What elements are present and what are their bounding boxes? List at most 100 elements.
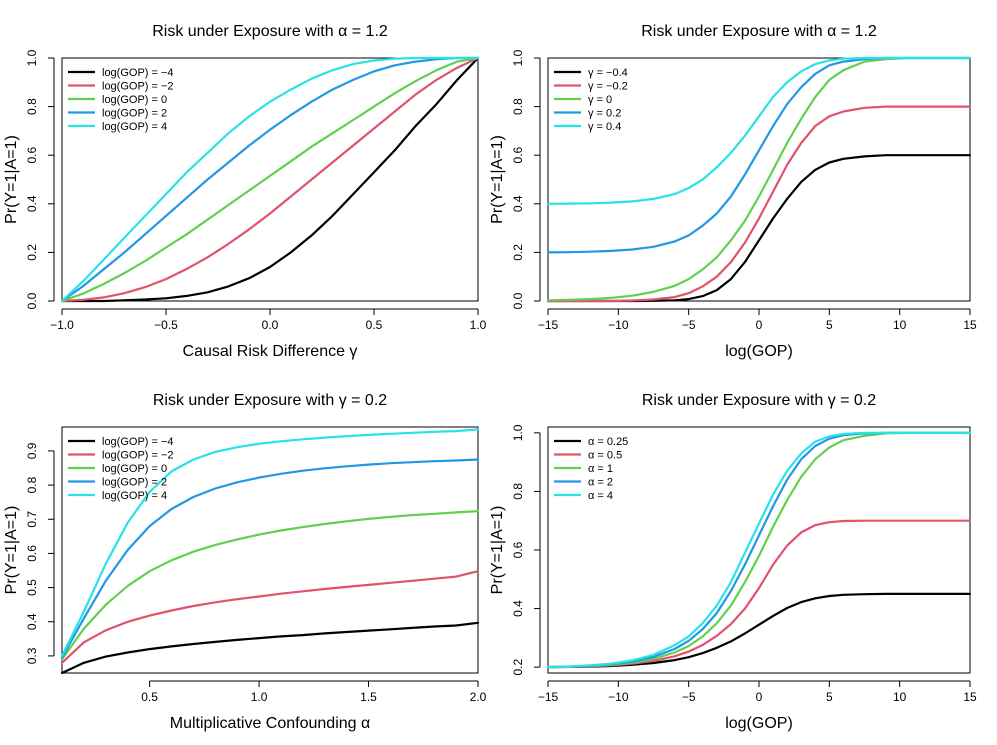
- legend-label: log(GOP) = 4: [102, 490, 167, 502]
- series-line-3: [60, 510, 480, 661]
- legend-label: log(GOP) = 0: [102, 94, 167, 106]
- y-tick-label: 0.8: [511, 483, 525, 500]
- series-line-5: [60, 428, 480, 657]
- y-tick-label: 0.7: [25, 511, 39, 528]
- y-axis-label: Pr(Y=1|A=1): [3, 506, 20, 595]
- x-tick-label: −15: [538, 690, 559, 704]
- series-line-2: [60, 570, 480, 664]
- legend-label: α = 0.5: [588, 450, 622, 462]
- chart-title: Risk under Exposure with γ = 0.2: [153, 392, 387, 409]
- legend-label: γ = 0.4: [588, 121, 621, 133]
- y-axis-label: Pr(Y=1|A=1): [3, 135, 20, 224]
- x-axis-label: Causal Risk Difference γ: [183, 343, 358, 360]
- legend-label: α = 0.25: [588, 436, 628, 448]
- legend-label: γ = −0.4: [588, 67, 628, 79]
- legend-label: log(GOP) = 2: [102, 477, 167, 489]
- series-line-3: [546, 56, 972, 302]
- y-tick-label: 0.2: [511, 658, 525, 675]
- y-tick-label: 1.0: [511, 49, 525, 66]
- y-tick-label: 0.5: [25, 579, 39, 596]
- series-line-1: [546, 592, 972, 669]
- legend-label: log(GOP) = −4: [102, 67, 174, 79]
- series-line-5: [546, 56, 972, 205]
- y-tick-label: 0.4: [25, 195, 39, 212]
- x-tick-label: −5: [682, 318, 696, 332]
- series-line-1: [60, 621, 480, 675]
- y-tick-label: 0.6: [511, 541, 525, 558]
- y-axis: 0.3 0.4 0.5 0.6 0.7 0.8 0.9 Pr(Y=1|A=1): [3, 442, 55, 664]
- x-tick-label: 1.5: [360, 690, 377, 704]
- series-line-4: [60, 458, 480, 659]
- legend-label: log(GOP) = 2: [102, 108, 167, 120]
- series-line-1: [60, 56, 480, 303]
- x-tick-label: −1.0: [50, 318, 74, 332]
- x-tick-label: 1.0: [470, 318, 487, 332]
- series-line-5: [60, 56, 480, 303]
- x-tick-label: 0.5: [366, 318, 383, 332]
- x-tick-label: 2.0: [470, 690, 487, 704]
- x-axis: −1.0 −0.5 0.0 0.5 1.0 Causal Risk Difference …: [50, 308, 487, 360]
- x-tick-label: 15: [963, 690, 977, 704]
- legend-label: γ = 0: [588, 94, 612, 106]
- chart-panel-4: Risk under Exposure with γ = 0.2 −15 −10 −5…: [489, 392, 977, 732]
- x-tick-label: 1.0: [251, 690, 268, 704]
- legend-label: log(GOP) = 0: [102, 463, 167, 475]
- x-tick-label: 10: [893, 318, 907, 332]
- x-tick-label: −0.5: [154, 318, 178, 332]
- x-tick-label: 0: [756, 690, 763, 704]
- y-tick-label: 1.0: [25, 49, 39, 66]
- legend-label: log(GOP) = 4: [102, 121, 167, 133]
- y-axis-label: Pr(Y=1|A=1): [489, 135, 506, 224]
- y-tick-label: 0.6: [25, 147, 39, 164]
- y-tick-label: 0.8: [25, 98, 39, 115]
- legend-label: γ = −0.2: [588, 81, 628, 93]
- y-tick-label: 0.6: [25, 545, 39, 562]
- x-axis-label: Multiplicative Confounding α: [170, 715, 370, 732]
- chart-panel-2: Risk under Exposure with α = 1.2 −15 −10 −5…: [489, 23, 977, 360]
- plot-frame: [61, 57, 479, 302]
- x-axis: −15 −10 −5 0 5 10 15 log(GOP): [538, 680, 977, 732]
- series-line-1: [546, 154, 972, 303]
- legend-label: α = 2: [588, 477, 613, 489]
- y-tick-label: 0.8: [511, 98, 525, 115]
- chart-title: Risk under Exposure with α = 1.2: [641, 23, 877, 40]
- chart-panel-3: Risk under Exposure with γ = 0.2 0.5 1.0 1.…: [3, 392, 487, 732]
- x-axis-label: log(GOP): [725, 715, 793, 732]
- y-tick-label: 0.4: [25, 613, 39, 630]
- y-tick-label: 0.9: [25, 442, 39, 459]
- chart-title: Risk under Exposure with α = 1.2: [152, 23, 388, 40]
- x-tick-label: 5: [826, 318, 833, 332]
- x-tick-label: 0.0: [262, 318, 279, 332]
- plot-frame: [547, 426, 971, 674]
- x-tick-label: 0.5: [141, 690, 158, 704]
- plot-frame: [61, 426, 479, 674]
- x-axis: −15 −10 −5 0 5 10 15 log(GOP): [538, 308, 977, 360]
- y-axis: 0.2 0.4 0.6 0.8 1.0 Pr(Y=1|A=1): [489, 424, 541, 675]
- x-tick-label: −5: [682, 690, 696, 704]
- x-tick-label: 0: [756, 318, 763, 332]
- y-tick-label: 0.6: [511, 147, 525, 164]
- x-tick-label: −10: [608, 690, 629, 704]
- y-tick-label: 0.8: [25, 476, 39, 493]
- y-tick-label: 1.0: [511, 424, 525, 441]
- legend: α = 0.25 α = 0.5α = 1 α = 2α = 4: [554, 436, 628, 502]
- x-tick-label: 15: [963, 318, 977, 332]
- series-line-3: [60, 56, 480, 303]
- y-tick-label: 0.3: [25, 647, 39, 664]
- x-axis: 0.5 1.0 1.5 2.0 Multiplicative Confounding α: [141, 680, 487, 732]
- x-tick-label: 10: [893, 690, 907, 704]
- series-line-5: [546, 431, 972, 669]
- plot-frame: [547, 57, 971, 302]
- y-tick-label: 0.0: [25, 292, 39, 309]
- legend-label: α = 1: [588, 463, 613, 475]
- x-tick-label: −10: [608, 318, 629, 332]
- x-tick-label: 5: [826, 690, 833, 704]
- y-tick-label: 0.4: [511, 195, 525, 212]
- y-axis: 0.0 0.2 0.4 0.6 0.8 1.0 Pr(Y=1|A=1): [3, 49, 55, 309]
- legend-label: log(GOP) = −4: [102, 436, 174, 448]
- y-tick-label: 0.4: [511, 600, 525, 617]
- chart-title: Risk under Exposure with γ = 0.2: [642, 392, 876, 409]
